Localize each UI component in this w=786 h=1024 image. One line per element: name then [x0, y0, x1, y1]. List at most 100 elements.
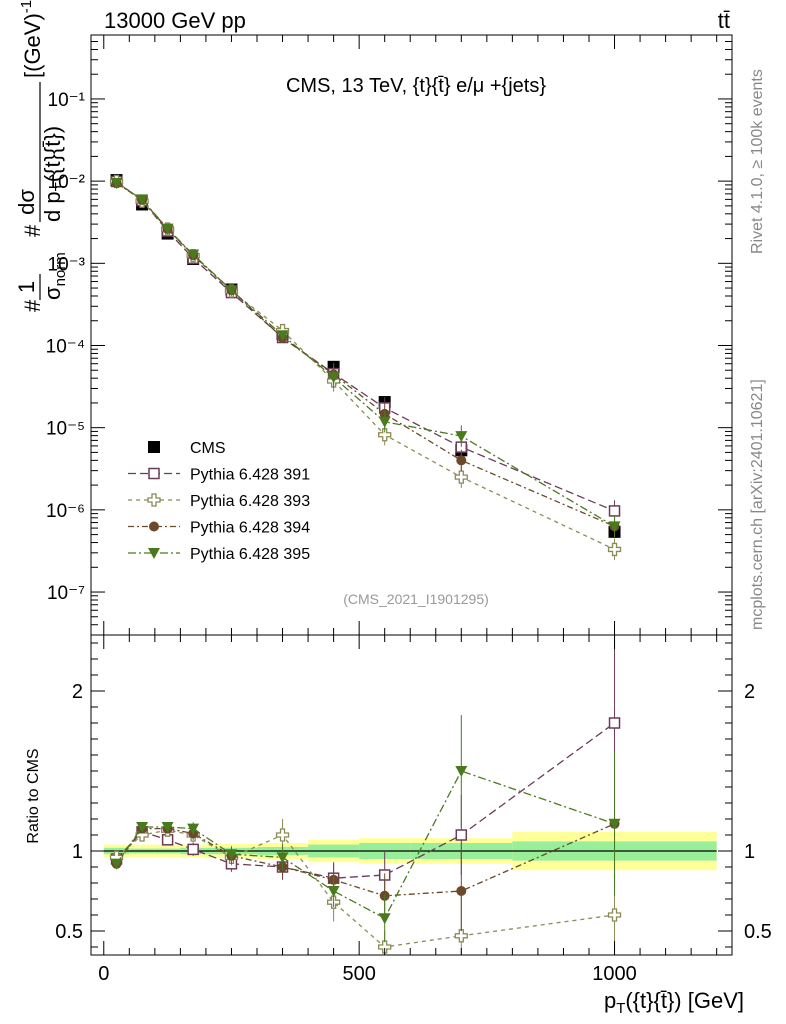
data-point — [327, 372, 340, 384]
legend-marker — [149, 521, 159, 532]
main-plot-panel: 10⁻⁷ 10⁻⁶ 10⁻⁵ 10⁻⁴ 10⁻³ 10⁻² 10⁻¹ CMS, 13 TeV… — [46, 34, 733, 636]
ratio-axes: 0.5 0.5 1 1 2 2 0 500 1000 — [55, 635, 772, 985]
ratio-series-line — [116, 829, 615, 948]
legend: CMS Pythia 6.428 391 Pythia 6.428 393 Pythi… — [128, 440, 310, 563]
ratio-point — [608, 717, 621, 729]
main-y-tick-label: 10⁻⁶ — [46, 501, 85, 522]
series-line — [116, 182, 615, 527]
main-frame — [90, 34, 733, 636]
main-y-tick-label: 10⁻³ — [48, 254, 86, 275]
series-line — [116, 180, 615, 551]
series-1 — [110, 175, 621, 522]
ratio-plot-panel: 0.5 0.5 1 1 2 2 0 500 1000 Ratio to CMS — [25, 634, 772, 985]
x-tick-label: 1000 — [592, 963, 637, 985]
ratio-y-tick-label-right: 2 — [744, 681, 755, 703]
svg-text:σnorm: σnorm — [40, 252, 69, 300]
main-data-layer — [109, 174, 622, 561]
series-2 — [109, 174, 622, 561]
ratio-y-axis-label: Ratio to CMS — [25, 748, 42, 843]
x-tick-label: 500 — [342, 963, 375, 985]
ratio-y-tick-label-right: 1 — [744, 841, 755, 863]
x-tick-label: 0 — [98, 963, 109, 985]
main-y-tick-label: 10⁻¹ — [48, 90, 86, 111]
mcplots-label: mcplots.cern.ch [arXiv:2401.10621] — [749, 379, 766, 630]
main-title: CMS, 13 TeV, {t}{t̄} e/μ +{jets} — [286, 75, 546, 97]
main-y-tick-label: 10⁻² — [48, 172, 86, 193]
main-y-axis-label: # 1 σnorm # dσ d pT({t}{t̄}) [(GeV)-1] — [14, 0, 69, 312]
svg-text:#: # — [20, 224, 45, 237]
ratio-point — [456, 886, 467, 896]
main-y-tick-label: 10⁻⁵ — [46, 419, 85, 440]
ratio-point — [327, 886, 340, 897]
header-energy: 13000 GeV pp — [104, 8, 246, 33]
ratio-point — [161, 822, 174, 833]
ratio-series-line — [116, 770, 615, 920]
rivet-version-label: Rivet 4.1.0, ≥ 100k events — [749, 69, 766, 254]
series-3 — [111, 177, 620, 538]
data-point — [276, 330, 289, 342]
series-line — [116, 182, 615, 527]
data-point — [454, 470, 468, 484]
data-point — [608, 521, 621, 533]
data-point — [378, 428, 392, 442]
analysis-watermark: (CMS_2021_I1901295) — [343, 591, 489, 607]
legend-marker — [148, 467, 160, 480]
x-axis-label: pT({t}{t̄}) [GeV] — [604, 988, 744, 1017]
legend-label: Pythia 6.428 393 — [190, 493, 310, 510]
data-point — [607, 542, 622, 557]
ratio-point — [455, 766, 468, 777]
ratio-series-line — [116, 722, 615, 879]
ratio-y-tick-label-right: 0.5 — [744, 921, 772, 943]
ratio-point — [187, 823, 200, 835]
header-process: tt̄ — [718, 8, 730, 33]
ratio-point — [275, 828, 290, 842]
ratio-point — [187, 843, 199, 856]
ratio-point — [276, 852, 289, 864]
data-point — [187, 249, 200, 261]
ratio-y-tick-label: 0.5 — [55, 921, 83, 943]
legend-label: Pythia 6.428 394 — [190, 520, 310, 537]
ratio-y-tick-label: 2 — [72, 681, 83, 703]
ratio-point — [225, 849, 238, 861]
data-point — [456, 455, 467, 466]
ratio-point — [378, 913, 391, 925]
ratio-point — [455, 829, 468, 841]
main-y-tick-label: 10⁻⁷ — [47, 583, 85, 604]
legend-label: Pythia 6.428 391 — [190, 467, 310, 484]
data-point — [225, 285, 238, 297]
main-y-tick-label: 10⁻⁴ — [46, 336, 85, 357]
ratio-point — [608, 818, 621, 830]
ratio-frame — [90, 634, 733, 956]
data-point — [161, 223, 174, 235]
ratio-series-line — [116, 823, 615, 897]
series-4 — [110, 177, 621, 538]
ratio-point — [607, 908, 622, 922]
svg-text:pT({t}{t̄}) [GeV]: pT({t}{t̄}) [GeV] — [604, 988, 744, 1017]
series-line — [116, 180, 615, 512]
data-point — [110, 177, 123, 189]
legend-marker — [147, 493, 161, 507]
ratio-y-tick-label: 1 — [72, 841, 83, 863]
data-point — [378, 416, 391, 428]
ratio-data-layer — [109, 635, 622, 955]
legend-label: CMS — [190, 440, 226, 457]
ratio-series-3 — [110, 715, 621, 943]
legend-label: Pythia 6.428 395 — [190, 546, 310, 563]
data-point — [608, 505, 621, 517]
svg-text:dσ: dσ — [14, 189, 39, 215]
ratio-point — [110, 858, 123, 870]
series-0 — [110, 174, 621, 538]
data-point — [455, 431, 468, 443]
ratio-point — [136, 822, 149, 833]
data-point — [136, 194, 149, 206]
legend-marker — [148, 548, 160, 559]
legend-marker — [148, 441, 160, 453]
ratio-point — [378, 940, 392, 954]
svg-text:d pT({t}{t̄}): d pT({t}{t̄}) — [40, 126, 69, 222]
main-axes: 10⁻⁷ 10⁻⁶ 10⁻⁵ 10⁻⁴ 10⁻³ 10⁻² 10⁻¹ — [46, 35, 732, 636]
svg-text:#: # — [20, 299, 45, 312]
svg-text:[(GeV)-1]: [(GeV)-1] — [18, 0, 45, 78]
svg-text:1: 1 — [14, 281, 39, 293]
ratio-point — [454, 929, 468, 943]
